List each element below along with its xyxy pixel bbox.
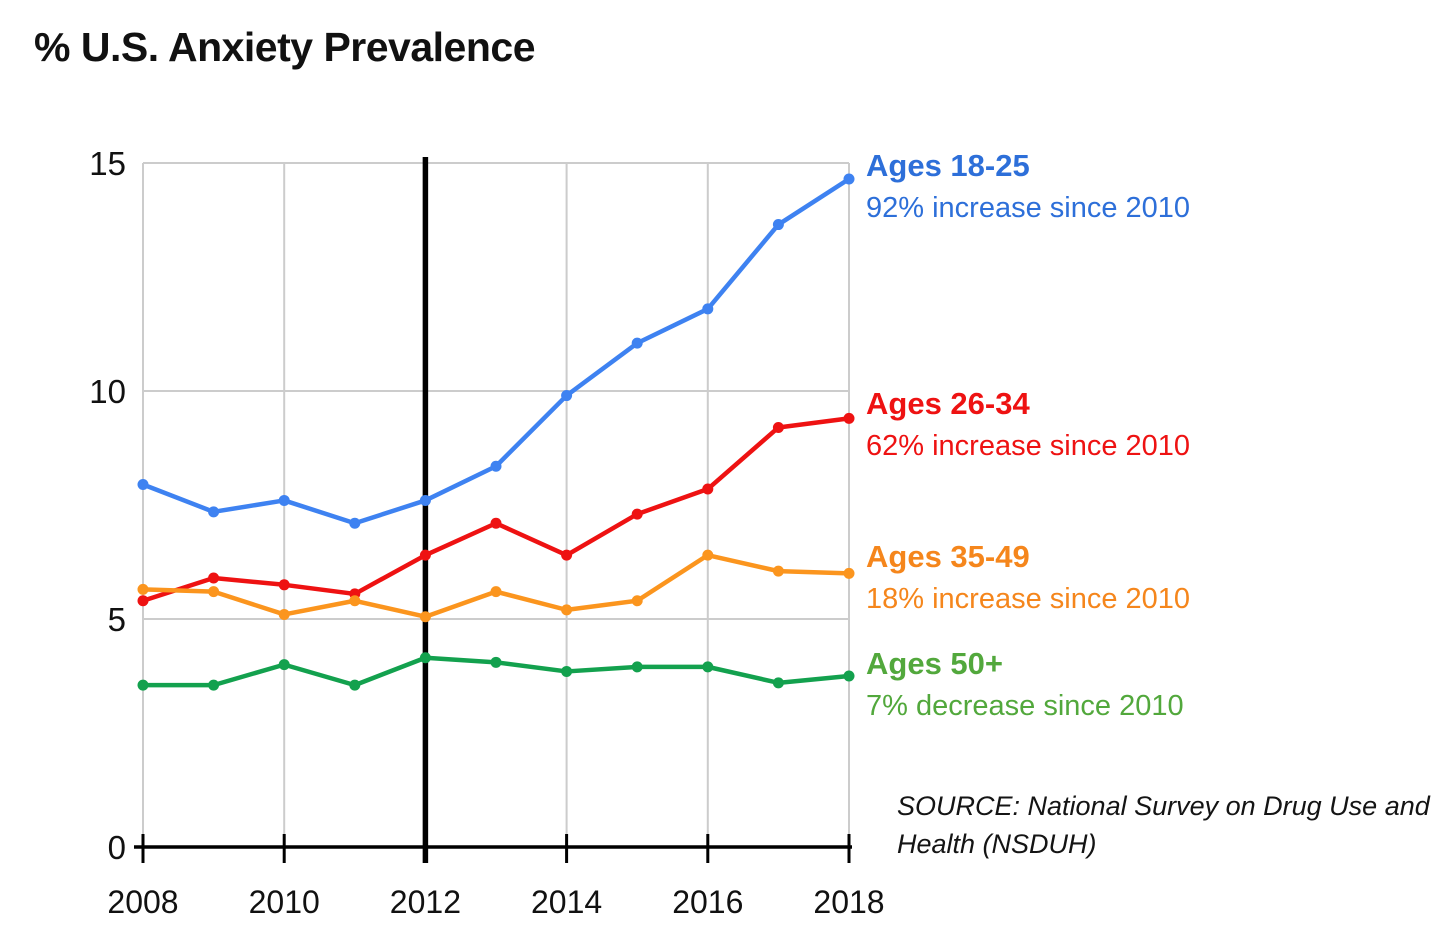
data-point: [561, 665, 573, 677]
data-point: [208, 679, 220, 691]
y-tick-label: 5: [108, 601, 126, 638]
data-point: [772, 421, 784, 433]
data-point: [208, 506, 220, 518]
data-point: [702, 483, 714, 495]
series-line-ages-26-34: [140, 416, 852, 604]
chart-title: % U.S. Anxiety Prevalence: [34, 24, 536, 70]
legend-entry-ages-50-plus: Ages 50+ 7% decrease since 2010: [866, 646, 1184, 723]
series-line-ages-35-49: [140, 552, 852, 619]
data-point: [419, 652, 431, 664]
data-point: [843, 173, 855, 185]
legend-entry-ages-18-25: Ages 18-25 92% increase since 2010: [866, 148, 1190, 225]
legend-series-annotation: 62% increase since 2010: [866, 429, 1191, 462]
data-point: [208, 572, 220, 584]
legend-series-label: Ages 26-34: [866, 386, 1030, 421]
data-point: [419, 611, 431, 623]
legend-series-label: Ages 18-25: [866, 148, 1030, 183]
legend-series-annotation: 7% decrease since 2010: [866, 689, 1184, 722]
data-point: [772, 677, 784, 689]
x-tick-label: 2008: [107, 884, 178, 920]
legend-entry-ages-26-34: Ages 26-34 62% increase since 2010: [866, 386, 1190, 463]
data-point: [349, 595, 361, 607]
data-point: [631, 661, 643, 673]
x-tick-label: 2012: [390, 884, 461, 920]
data-point: [631, 337, 643, 349]
data-point: [772, 219, 784, 231]
data-point: [702, 549, 714, 561]
x-tick-label: 2010: [249, 884, 320, 920]
data-point: [278, 579, 290, 591]
data-point: [137, 679, 149, 691]
data-point: [490, 656, 502, 668]
data-point: [702, 303, 714, 315]
legend-series-label: Ages 50+: [866, 646, 1004, 681]
data-point: [561, 549, 573, 561]
data-point: [702, 661, 714, 673]
data-point: [137, 478, 149, 490]
legend-series-label: Ages 35-49: [866, 539, 1030, 574]
data-point: [843, 670, 855, 682]
data-point: [561, 390, 573, 402]
source-note: SOURCE: National Survey on Drug Use and …: [897, 791, 1430, 859]
y-tick-label: 10: [89, 373, 126, 410]
x-tick-label: 2016: [672, 884, 743, 920]
data-point: [631, 595, 643, 607]
legend-series-annotation: 92% increase since 2010: [866, 191, 1191, 224]
data-point: [349, 679, 361, 691]
data-point: [137, 583, 149, 595]
data-point: [843, 567, 855, 579]
x-tick-label: 2018: [813, 884, 884, 920]
data-point: [419, 494, 431, 506]
data-point: [278, 608, 290, 620]
data-point: [631, 508, 643, 520]
data-point: [278, 494, 290, 506]
data-point: [772, 565, 784, 577]
data-point: [137, 595, 149, 607]
data-point: [278, 659, 290, 671]
data-point: [208, 586, 220, 598]
data-point: [490, 460, 502, 472]
data-point: [419, 549, 431, 561]
legend-entry-ages-35-49: Ages 35-49 18% increase since 2010: [866, 539, 1190, 616]
y-tick-label: 0: [108, 829, 126, 866]
data-point: [349, 517, 361, 529]
y-tick-label: 15: [89, 145, 126, 182]
x-tick-label: 2014: [531, 884, 602, 920]
data-point: [490, 517, 502, 529]
data-point: [490, 586, 502, 598]
legend-series-annotation: 18% increase since 2010: [866, 582, 1191, 615]
data-point: [843, 412, 855, 424]
data-point: [561, 604, 573, 616]
